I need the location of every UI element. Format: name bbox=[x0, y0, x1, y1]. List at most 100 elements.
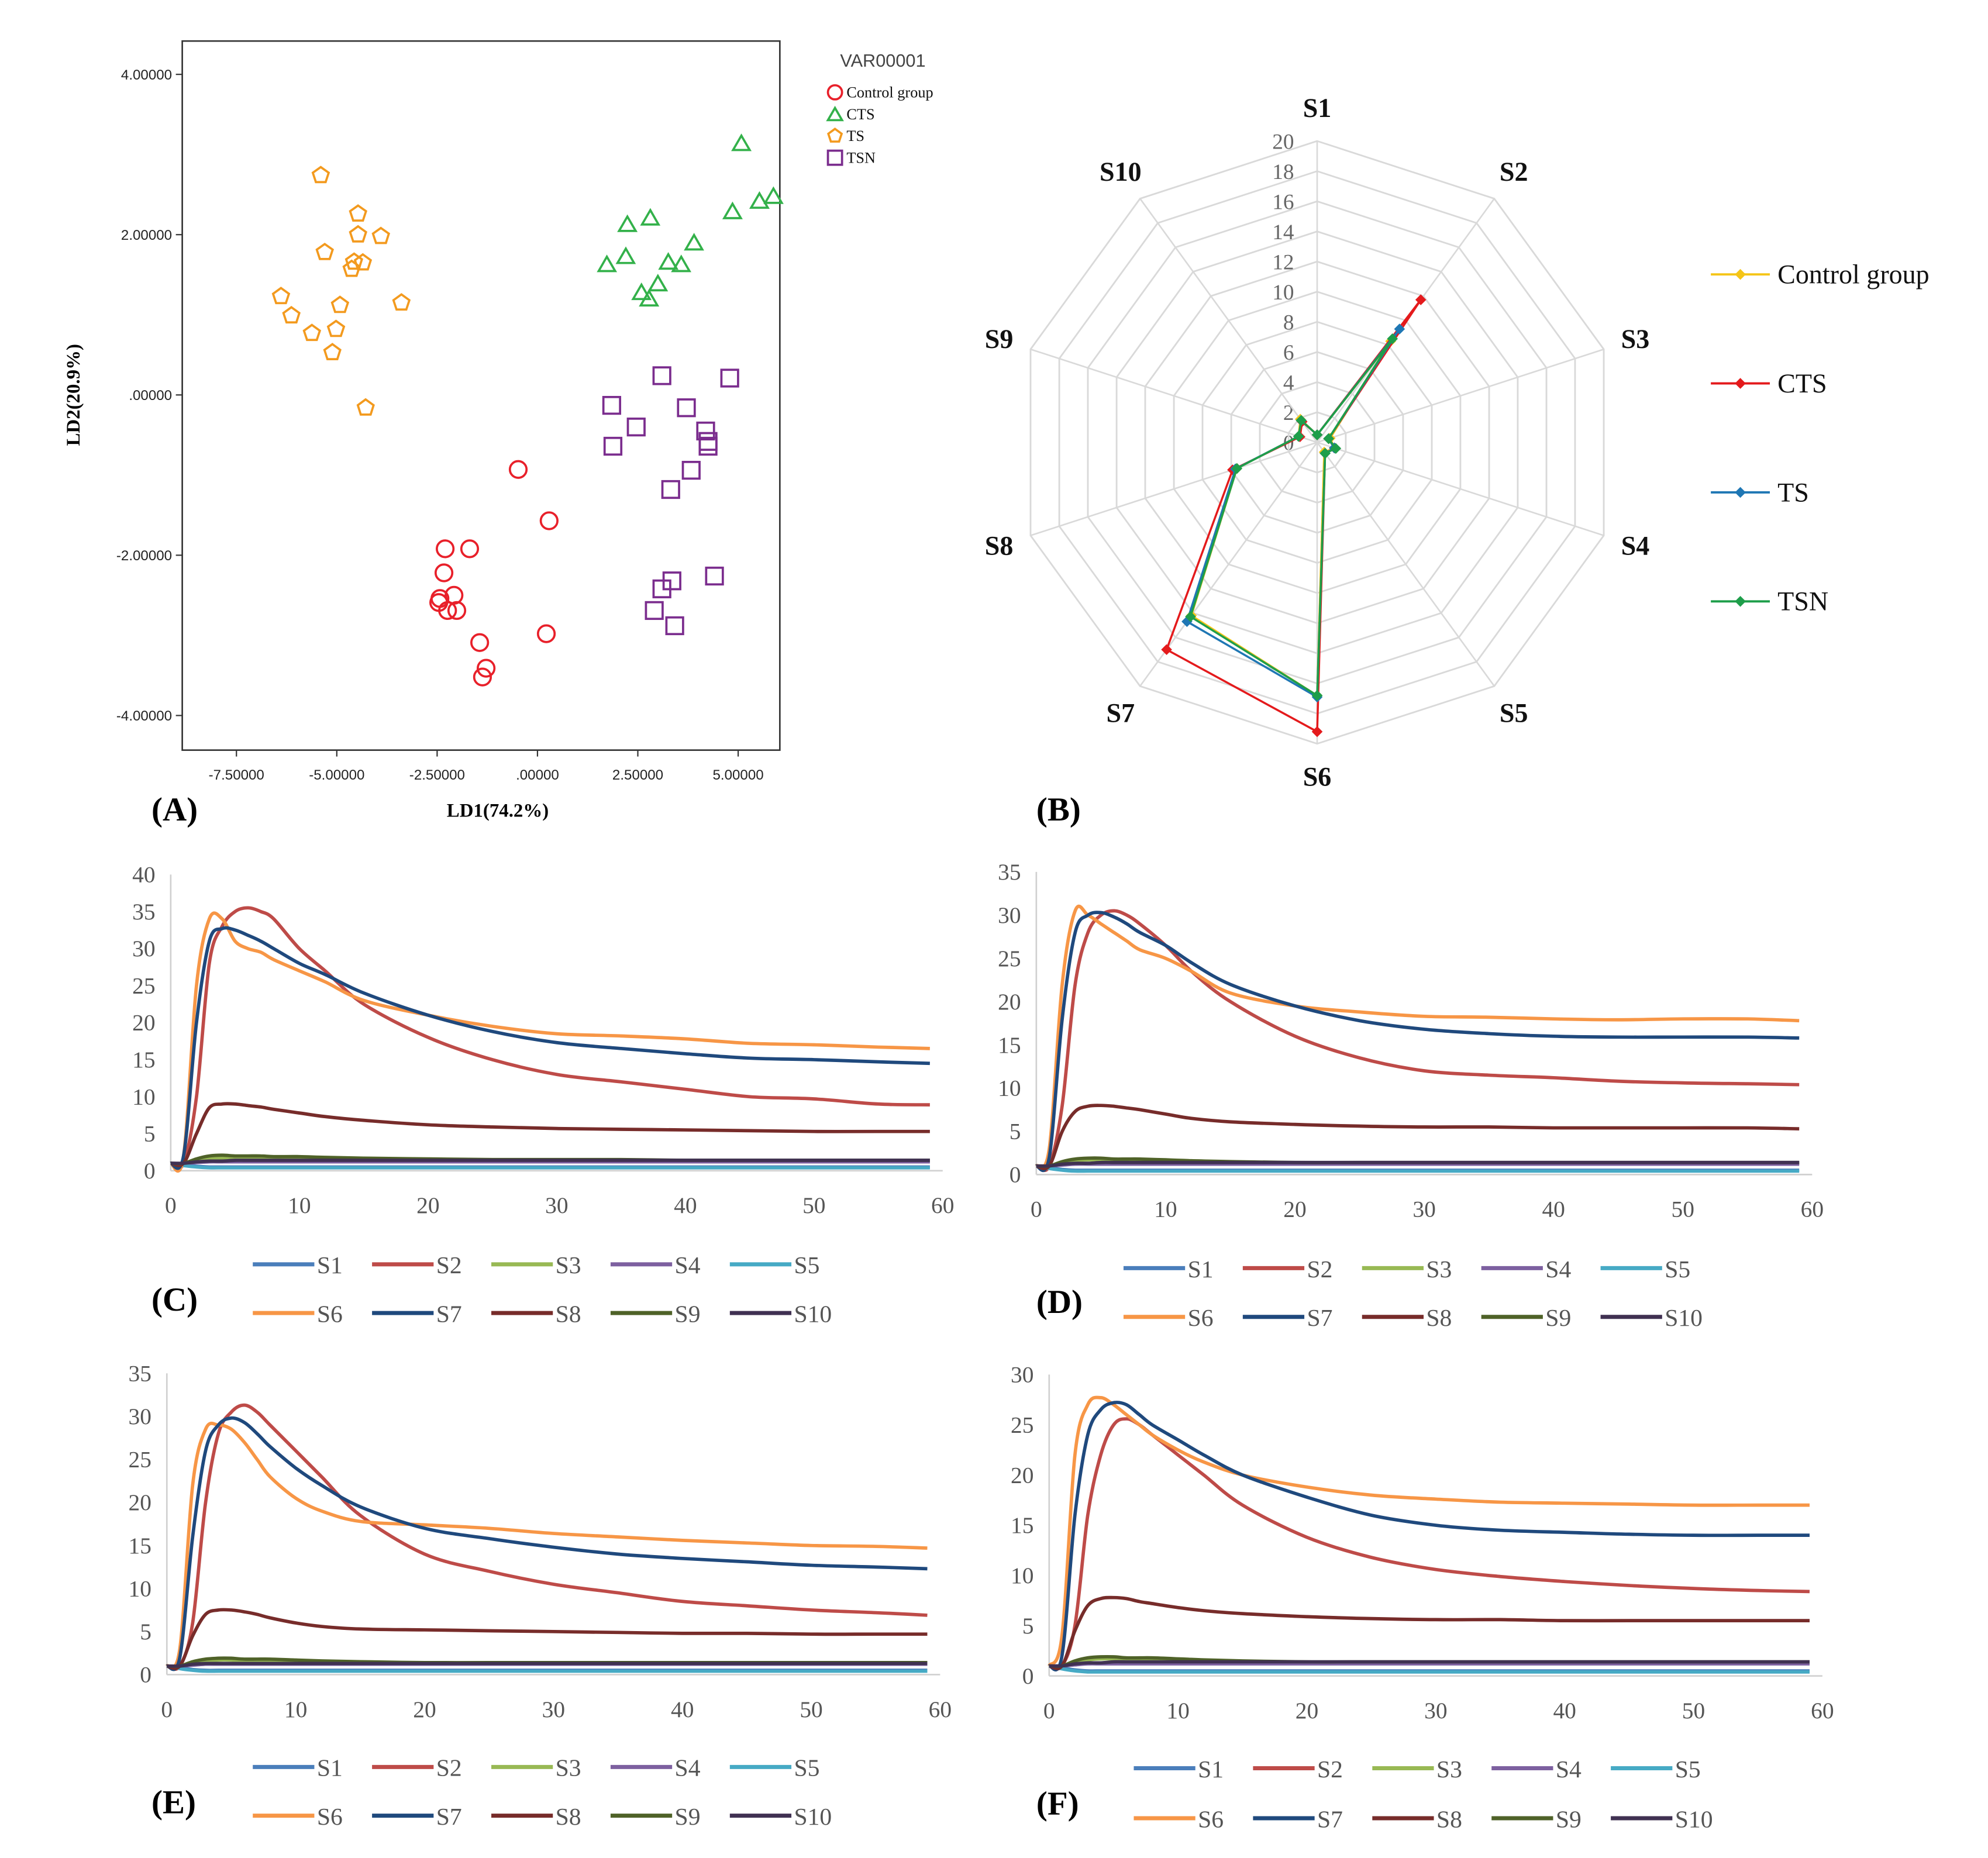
x-tick-label: 20 bbox=[1283, 1197, 1306, 1222]
y-tick-label: .00000 bbox=[129, 388, 172, 404]
radar-axis-label: S4 bbox=[1621, 531, 1650, 561]
data-point-tsn bbox=[652, 366, 671, 385]
y-tick-label: 10 bbox=[132, 1084, 155, 1109]
legend-label: S10 bbox=[1675, 1806, 1713, 1833]
data-point-ts bbox=[342, 259, 361, 277]
data-point-cts bbox=[671, 254, 691, 273]
radar-axis-label: S6 bbox=[1303, 762, 1332, 792]
data-point-control-group bbox=[435, 539, 455, 559]
data-point-cts bbox=[615, 246, 636, 264]
data-point-ts bbox=[344, 252, 363, 270]
x-tick-label: 2.50000 bbox=[612, 767, 663, 783]
line-series-s8 bbox=[170, 1102, 930, 1167]
legend-label: S5 bbox=[794, 1252, 819, 1279]
panel-c-line-chart: 0 5 10 15 20 25 30 35 40 0 10 20 30 40 50 60 S1 S2 S3 S4 S5 S… bbox=[132, 861, 954, 1328]
x-tick-label: 20 bbox=[1296, 1698, 1318, 1723]
y-axis-title: LD2(20.9%) bbox=[63, 344, 84, 446]
line-series-s7 bbox=[169, 926, 930, 1170]
line-series-s5 bbox=[166, 1664, 928, 1673]
x-tick-label: 5.00000 bbox=[713, 767, 764, 783]
legend-title: VAR00001 bbox=[840, 50, 925, 71]
data-point-tsn bbox=[665, 616, 684, 636]
legend-marker bbox=[1735, 487, 1746, 498]
radar-point-tsn bbox=[1330, 443, 1342, 454]
x-tick-label: 0 bbox=[1043, 1698, 1055, 1723]
line-series-s6 bbox=[166, 1421, 928, 1670]
x-tick-label: -7.50000 bbox=[209, 767, 264, 783]
panel-b-radar: 02468101214161820S1S2S3S4S5S6S7S8S9S10Co… bbox=[985, 93, 1930, 792]
y-tick-label: 5 bbox=[140, 1619, 151, 1645]
legend-label: S8 bbox=[1436, 1806, 1462, 1833]
radar-axis-label: S5 bbox=[1500, 698, 1528, 728]
y-tick-label: 20 bbox=[1011, 1462, 1033, 1488]
x-tick-label: 30 bbox=[1424, 1698, 1447, 1723]
data-point-tsn bbox=[720, 368, 739, 388]
data-point-control-group bbox=[539, 511, 559, 530]
data-point-ts bbox=[282, 306, 301, 324]
y-tick-label: 15 bbox=[132, 1047, 155, 1073]
radar-spoke bbox=[1317, 442, 1604, 536]
x-tick-label: 50 bbox=[802, 1192, 825, 1218]
y-tick-label: 0 bbox=[1022, 1663, 1034, 1689]
plot-frame bbox=[181, 40, 781, 751]
data-point-cts bbox=[647, 274, 669, 292]
legend-label: S7 bbox=[1307, 1305, 1332, 1332]
radar-axis-label: S8 bbox=[985, 531, 1014, 561]
y-tick-label: 30 bbox=[132, 936, 155, 961]
data-point-ts bbox=[349, 225, 368, 243]
radar-tick-label: 6 bbox=[1283, 341, 1294, 365]
data-point-ts bbox=[302, 323, 322, 342]
radar-tick-label: 8 bbox=[1283, 311, 1294, 335]
panel-d-line-chart: 0 5 10 15 20 25 30 35 0 10 20 30 40 50 60 S1 S2 S3 S4 S5 S6 S… bbox=[998, 859, 1824, 1332]
panel-label-a: (A) bbox=[151, 791, 198, 828]
panel-label-e: (E) bbox=[151, 1784, 196, 1821]
data-point-tsn bbox=[696, 421, 715, 441]
line-series-s6 bbox=[169, 911, 930, 1173]
radar-tick-label: 16 bbox=[1272, 190, 1294, 214]
data-point-ts bbox=[356, 398, 375, 416]
data-point-ts bbox=[353, 253, 373, 271]
data-point-tsn bbox=[603, 436, 623, 456]
radar-axis-label: S9 bbox=[985, 324, 1014, 354]
legend-marker bbox=[1735, 268, 1746, 280]
line-series-s7 bbox=[1035, 911, 1800, 1173]
legend-marker bbox=[1735, 378, 1746, 389]
radar-spoke bbox=[1030, 348, 1318, 443]
line-series-s5 bbox=[1036, 1164, 1800, 1173]
line-series-s5 bbox=[170, 1161, 930, 1170]
y-tick-label: 0 bbox=[144, 1158, 156, 1184]
legend-marker bbox=[826, 105, 844, 122]
y-tick-label: 35 bbox=[129, 1360, 151, 1386]
radar-tick-label: 4 bbox=[1283, 371, 1294, 395]
x-tick-label: 20 bbox=[416, 1192, 439, 1218]
legend-label: S6 bbox=[1198, 1806, 1224, 1833]
legend-marker bbox=[1735, 596, 1746, 607]
y-tick-label: 30 bbox=[129, 1404, 151, 1429]
legend-label: S1 bbox=[317, 1755, 343, 1782]
y-tick-label: 35 bbox=[132, 899, 155, 925]
y-tick-label: 40 bbox=[132, 861, 155, 887]
radar-axis-label: S1 bbox=[1303, 93, 1332, 123]
y-tick-label: 5 bbox=[144, 1121, 156, 1147]
legend-label: S3 bbox=[556, 1755, 581, 1782]
x-tick-label: 30 bbox=[545, 1192, 568, 1218]
y-tick-label: 15 bbox=[1011, 1512, 1033, 1538]
radar-point-tsn bbox=[1387, 333, 1398, 344]
x-tick-label: 10 bbox=[284, 1697, 307, 1722]
legend-label: TS bbox=[1777, 477, 1809, 507]
line-series-s8 bbox=[166, 1608, 928, 1670]
data-point-control-group bbox=[434, 563, 454, 582]
data-point-cts bbox=[658, 252, 679, 270]
radar-tick-label: 12 bbox=[1272, 250, 1294, 274]
y-tick-label: 10 bbox=[998, 1075, 1021, 1101]
x-tick-label: 0 bbox=[1031, 1197, 1042, 1222]
x-tick-label: -2.50000 bbox=[409, 767, 465, 783]
legend-label: S7 bbox=[1317, 1806, 1343, 1833]
data-point-tsn bbox=[681, 461, 701, 480]
legend-label: S4 bbox=[1545, 1256, 1571, 1283]
legend-label: S10 bbox=[794, 1804, 832, 1831]
legend-label: S9 bbox=[1545, 1305, 1571, 1332]
radar-spoke bbox=[1139, 198, 1318, 443]
legend-label: S10 bbox=[1665, 1305, 1703, 1332]
data-point-control-group bbox=[536, 624, 556, 643]
